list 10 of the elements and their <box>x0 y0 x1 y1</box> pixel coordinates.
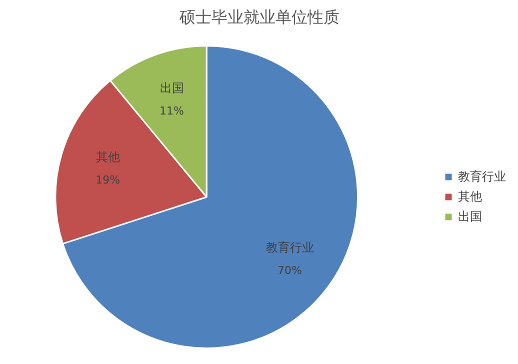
data-label: 19% <box>96 174 120 187</box>
slice-label: 教育行业 <box>266 240 314 255</box>
legend-label: 其他 <box>458 188 482 205</box>
legend-label: 教育行业 <box>458 168 506 185</box>
slice-label: 其他 <box>96 150 120 164</box>
data-label: 70% <box>278 264 302 278</box>
chart-title: 硕士毕业就业单位性质 <box>178 8 340 26</box>
legend-label: 出国 <box>458 208 482 225</box>
data-label: 11% <box>160 104 184 118</box>
slice-label: 出国 <box>160 81 184 96</box>
